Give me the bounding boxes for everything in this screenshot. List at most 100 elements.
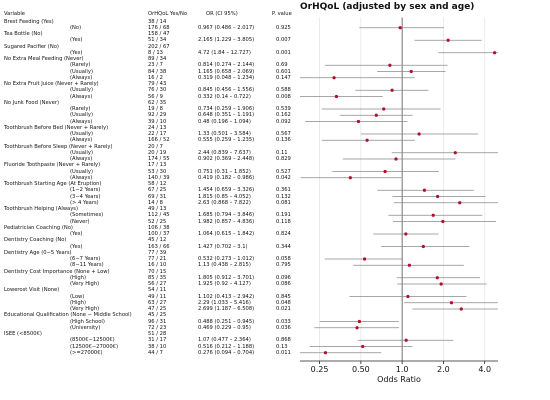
row-label: (Very High) [70,281,100,287]
or-point [446,38,450,42]
row-p-value: 0.118 [276,218,291,225]
row-p-value: 0.829 [276,156,291,162]
row-or-ci: 1.33 (0.501 – 3.584) [198,131,251,137]
row-p-value: 0.925 [276,24,291,31]
row-label: (No) [70,24,82,31]
row-counts: 38 / 10 [148,343,167,350]
or-point [421,244,425,249]
x-tick-label: 2.0 [437,365,450,374]
row-label: (Never) [70,218,90,225]
row-p-value: 0.13 [276,343,288,350]
row-counts: 38 / 14 [148,18,167,25]
or-point [332,76,336,80]
row-counts: 96 / 31 [148,318,167,325]
row-counts: 17 / 13 [148,162,167,169]
row-p-value: 0.601 [276,68,291,75]
row-p-value: 0.011 [276,349,291,356]
row-label: (Usually) [70,131,93,137]
row-counts: 20 / 19 [148,149,167,156]
row-counts: 69 / 31 [148,193,167,200]
row-p-value: 0.058 [276,256,291,262]
row-p-value: 0.007 [276,37,291,44]
row-label: (1−2 Years) [70,187,101,194]
or-point [441,219,445,224]
or-point [453,151,457,155]
row-p-value: 0.092 [276,118,291,125]
row-label: (Very High) [70,306,100,312]
row-label: Sugared Pacifier (No) [4,43,59,50]
row-counts: 47 / 25 [148,306,167,312]
row-counts: 92 / 29 [148,112,167,119]
row-label: (3−4 Years) [70,193,101,200]
row-p-value: 0.162 [276,112,291,119]
row-counts: 77 / 39 [148,249,167,256]
row-label: (High School) [70,318,105,325]
row-counts: 84 / 38 [148,68,167,75]
row-p-value: 0.361 [276,187,291,194]
or-point [390,88,394,92]
row-or-ci: 0.319 (0.048 – 1.234) [198,74,255,81]
row-or-ci: 1.685 (0.794 – 3.846) [198,212,255,219]
row-or-ci: 2.63 (0.868 – 7.822) [198,199,251,206]
row-p-value: 0.527 [276,168,291,175]
row-label: (High) [70,299,86,306]
row-or-ci: 0.902 (0.369 – 2.448) [198,156,255,162]
row-label: ISEE (<8500€) [4,331,42,337]
row-counts: 174 / 55 [148,156,170,162]
row-counts: 44 / 7 [148,349,163,356]
row-counts: 56 / 9 [148,93,163,100]
x-tick-label: 0.50 [352,365,370,374]
row-counts: 76 / 30 [148,87,167,94]
chart-title: OrHQoL (adjusted by sex and age) [300,2,475,12]
row-or-ci: 0.48 (0.196 – 1.094) [198,118,251,125]
row-or-ci: 0.648 (0.351 – 1.191) [198,112,255,119]
row-p-value: 0.033 [276,318,291,325]
row-counts: 45 / 12 [148,237,167,244]
or-point [435,276,439,280]
row-label: No Junk Food (Never) [4,99,60,106]
or-point [409,69,413,74]
row-label: (Usually) [70,149,93,156]
row-counts: 58 / 12 [148,181,167,187]
row-label: (Yes) [70,37,83,44]
row-label: (Always) [70,137,93,144]
row-counts: 176 / 68 [148,24,170,31]
row-or-ci: 1.064 (0.615 – 1.842) [198,231,255,237]
or-point [334,94,339,99]
row-p-value: 0.69 [276,62,288,69]
row-counts: 49 / 11 [148,293,167,300]
row-counts: 23 / 7 [148,62,163,69]
row-or-ci: 0.332 (0.14 – 0.722) [198,93,251,100]
row-label: Toothbrush Before Bed (Never + Rarely) [4,124,109,131]
row-label: (University) [70,324,101,331]
row-label: (High) [70,274,86,281]
row-or-ci: 2.165 (1.229 – 3.805) [198,37,255,44]
row-p-value: 0.147 [276,74,291,81]
row-counts: 158 / 47 [148,31,170,37]
row-label: Toothbrush Starting Age (At Eruption) [4,181,102,187]
row-label: Lowerost Visit (None) [4,287,60,294]
row-label: (Yes) [70,243,83,250]
row-counts: 112 / 45 [148,212,170,219]
row-counts: 77 / 21 [148,256,167,262]
row-counts: 85 / 35 [148,274,167,281]
row-or-ci: 2.44 (0.839 – 7.637) [198,149,251,156]
or-point [383,169,387,174]
column-header-yesno: OrHQoL Yes/No [148,11,188,17]
row-label: (> 4 Years) [70,199,99,206]
x-tick-label: 1.0 [396,365,409,374]
row-or-ci: 0.814 (0.274 – 2.144) [198,62,255,69]
row-label: (8−11 Years) [70,262,104,269]
or-point [398,26,402,30]
row-label: Dentistry Coaching (No) [4,237,67,244]
row-counts: 106 / 38 [148,224,170,231]
row-or-ci: 0.751 (0.31 – 1.852) [198,168,251,175]
row-counts: 56 / 27 [148,281,167,287]
row-or-ci: 1.07 (0.477 – 2.364) [198,337,251,344]
or-point [458,201,462,205]
row-counts: 100 / 37 [148,231,170,237]
row-counts: 20 / 7 [148,143,163,150]
row-or-ci: 4.72 (1.84 – 12.727) [198,49,251,56]
